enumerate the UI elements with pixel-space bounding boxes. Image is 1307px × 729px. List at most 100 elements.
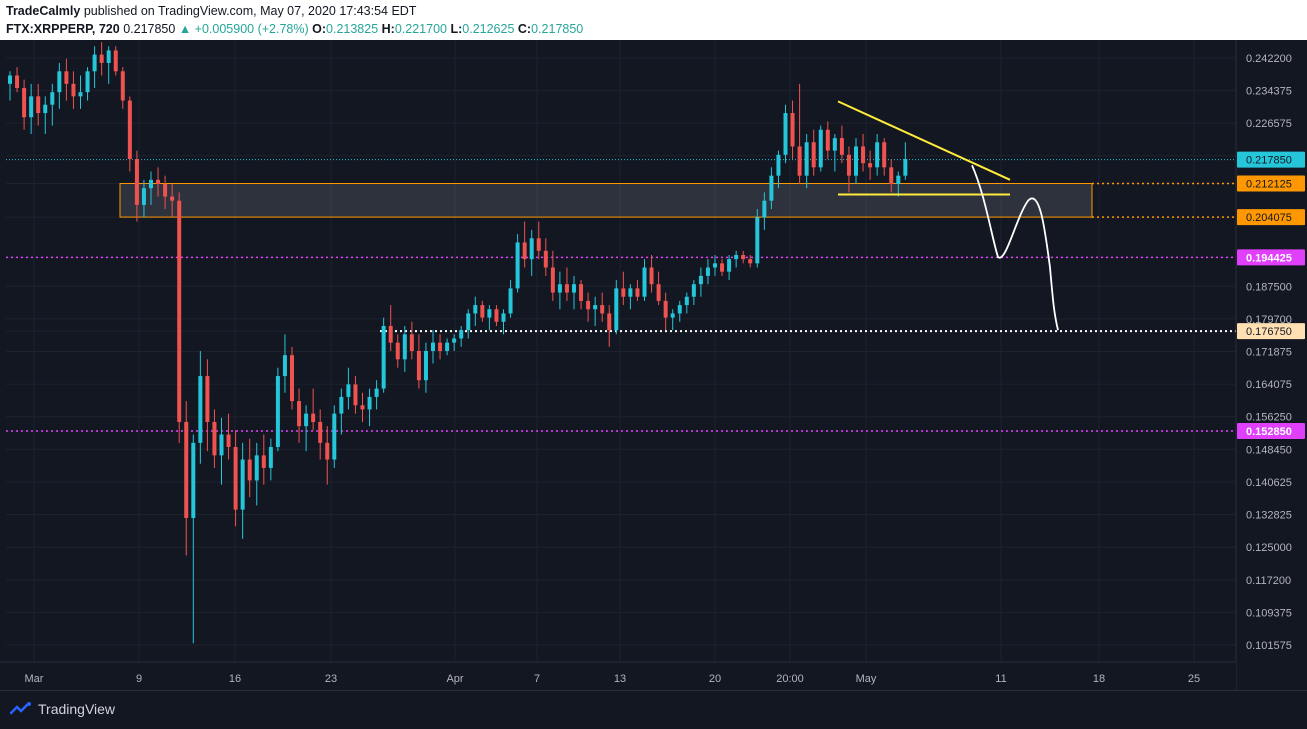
y-tick-label: 0.179700 [1246,314,1292,326]
price-label-box [1237,323,1305,340]
candle-down [868,163,873,168]
candle-down [741,254,746,260]
candle-up [149,179,153,189]
y-tick-label: 0.117200 [1246,575,1291,587]
candle-down [120,71,125,101]
price-label-magenta: 0.194425 [1246,252,1292,264]
candle-up [402,334,407,360]
candle-up [628,288,633,297]
candle-up [459,330,464,339]
candle-down [522,242,527,260]
last-price: 0.217850 [123,22,176,36]
publication-header: TradeCalmly published on TradingView.com… [0,0,1307,40]
candle-down [579,284,584,301]
support-resistance-zone [119,182,1093,218]
candle-up [762,200,767,218]
candle-down [64,71,69,84]
candle-down [621,288,626,297]
candle-up [106,50,111,63]
candle-up [818,129,823,168]
x-tick-label: 20:00 [776,673,804,685]
x-tick-label: May [856,673,877,685]
candle-up [734,254,739,260]
candle-up [691,284,696,297]
candle-up [381,325,386,389]
candle-down [600,305,605,314]
candle-down [212,421,217,456]
x-tick-label: 25 [1188,673,1200,685]
candle-down [353,384,358,406]
candle-down [811,142,816,168]
candle-up [219,434,224,456]
candle-down [494,309,499,322]
candle-down [36,96,41,114]
candle-up [515,242,520,289]
candle-down [663,300,668,318]
candle-down [395,342,400,360]
chart-area[interactable]: 0.2422000.2343750.2265750.2187500.212125… [0,40,1307,690]
candle-up [501,313,506,322]
time-axis-background [0,662,1236,690]
candle-up [755,217,760,264]
candle-down [649,267,654,285]
candle-up [832,138,837,151]
candle-down [790,113,795,147]
candle-down [71,83,76,97]
candle-down [113,50,118,72]
tradingview-logo[interactable]: TradingView [10,701,115,717]
candle-down [748,259,753,264]
y-tick-label: 0.171875 [1246,347,1292,359]
candle-up [191,442,196,518]
candle-up [776,154,781,176]
candle-down [416,351,421,381]
candle-up [374,388,379,397]
candle-down [156,179,161,185]
candle-down [170,196,175,201]
candle-up [557,284,562,293]
candle-down [184,421,189,518]
candle-down [564,284,569,293]
candle-up [896,175,901,185]
y-tick-label: 0.187500 [1246,281,1292,293]
price-label-zone: 0.204075 [1246,212,1292,224]
candle-down [247,459,252,481]
y-tick-label: 0.132825 [1246,510,1292,522]
footer-bar: TradingView [0,690,1307,729]
candlestick-chart[interactable]: 0.2422000.2343750.2265750.2187500.212125… [0,40,1307,690]
candle-up [268,447,273,468]
candle-down [839,138,844,155]
candle-up [854,146,858,176]
candle-down [388,325,393,343]
author-name[interactable]: TradeCalmly [6,4,81,18]
candle-down [720,263,725,272]
candle-up [614,288,619,331]
candle-up [642,267,647,297]
candle-up [29,96,34,118]
y-tick-label: 0.156250 [1246,412,1292,424]
close-label: C: [517,22,532,36]
candle-up [713,263,717,268]
ohlc-line: FTX:XRPPERP, 720 0.217850 ▲ +0.005900 (+… [6,22,583,36]
price-label-box [1237,249,1305,266]
candle-up [903,158,908,176]
candle-down [825,129,830,151]
candle-up [198,376,203,443]
candle-down [318,421,323,443]
candle-down [480,305,485,318]
y-tick-label: 0.164075 [1246,379,1292,391]
candle-up [445,342,450,351]
candle-up [43,104,48,114]
y-tick-label: 0.226575 [1246,118,1292,130]
candle-down [177,200,182,422]
candle-down [134,158,139,205]
price-change: ▲ +0.005900 (+2.78%) [178,22,309,36]
candle-down [889,167,894,185]
candle-down [861,146,866,164]
x-tick-label: 23 [325,673,337,685]
price-label-box [1237,209,1305,226]
open-value: 0.213825 [326,22,379,36]
price-label-last: 0.217850 [1246,155,1292,167]
candle-up [705,267,710,276]
candle-down [205,376,210,422]
y-tick-label: 0.140625 [1246,477,1292,489]
